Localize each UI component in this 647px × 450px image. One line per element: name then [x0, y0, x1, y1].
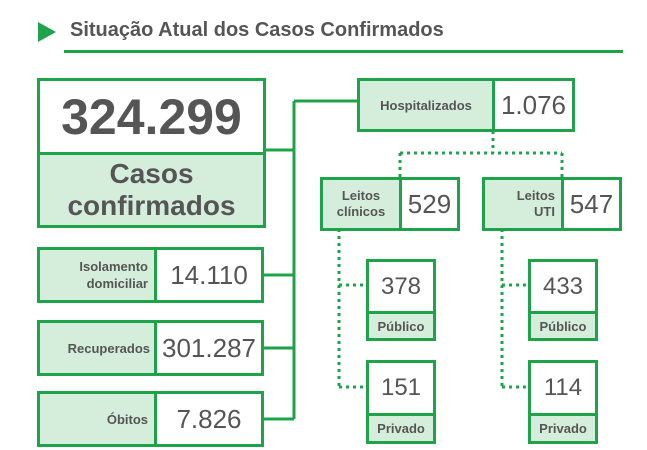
clinical-beds-label-line2: clínicos	[336, 204, 386, 219]
hospitalized-card: Hospitalizados 1.076	[357, 78, 575, 132]
deaths-card: Óbitos 7.826	[37, 391, 264, 447]
total-cases-value: 324.299	[61, 88, 242, 145]
total-cases-label: Casos confirmados	[40, 155, 263, 225]
clinical-public-card: 378 Público	[366, 259, 436, 341]
home-isolation-label-line1: Isolamento	[79, 259, 148, 274]
hospitalized-label: Hospitalizados	[360, 81, 492, 129]
clinical-public-label: Público	[369, 314, 433, 338]
clinical-beds-value: 529	[407, 188, 452, 219]
clinical-beds-label: Leitos clínicos	[323, 180, 399, 228]
recovered-label: Recuperados	[40, 323, 154, 373]
home-isolation-value: 14.110	[170, 259, 248, 290]
recovered-value: 301.287	[162, 332, 256, 363]
icu-public-label: Público	[531, 314, 595, 338]
home-isolation-card: Isolamento domiciliar 14.110	[37, 247, 264, 303]
deaths-value: 7.826	[176, 403, 242, 434]
clinical-beds-card: Leitos clínicos 529	[320, 177, 460, 231]
hospitalized-value: 1.076	[500, 89, 567, 120]
icu-private-value: 114	[543, 374, 583, 401]
icu-beds-label: Leitos UTI	[485, 180, 561, 228]
clinical-private-card: 151 Privado	[366, 360, 436, 444]
icu-public-value: 433	[542, 272, 584, 300]
icu-beds-value: 547	[569, 188, 614, 219]
home-isolation-label: Isolamento domiciliar	[40, 250, 154, 300]
title-underline	[64, 50, 623, 53]
home-isolation-label-line2: domiciliar	[86, 276, 148, 291]
clinical-public-value: 378	[380, 272, 422, 300]
icu-beds-label-line2: UTI	[534, 204, 555, 219]
total-cases-card: 324.299 Casos confirmados	[37, 78, 266, 228]
recovered-card: Recuperados 301.287	[37, 320, 264, 376]
clinical-private-value: 151	[380, 374, 422, 401]
icu-beds-card: Leitos UTI 547	[482, 177, 622, 231]
icu-private-label: Privado	[531, 416, 595, 441]
clinical-beds-label-line1: Leitos	[341, 188, 381, 203]
total-cases-label-line1: Casos	[109, 158, 194, 189]
page-title: Situação Atual dos Casos Confirmados	[70, 19, 444, 41]
play-triangle-icon	[38, 22, 56, 42]
icu-beds-label-line1: Leitos	[516, 188, 555, 203]
icu-public-card: 433 Público	[528, 259, 598, 341]
clinical-private-label: Privado	[369, 416, 433, 441]
total-cases-label-line2: confirmados	[67, 190, 236, 221]
icu-private-card: 114 Privado	[528, 360, 598, 444]
deaths-label: Óbitos	[40, 394, 154, 444]
